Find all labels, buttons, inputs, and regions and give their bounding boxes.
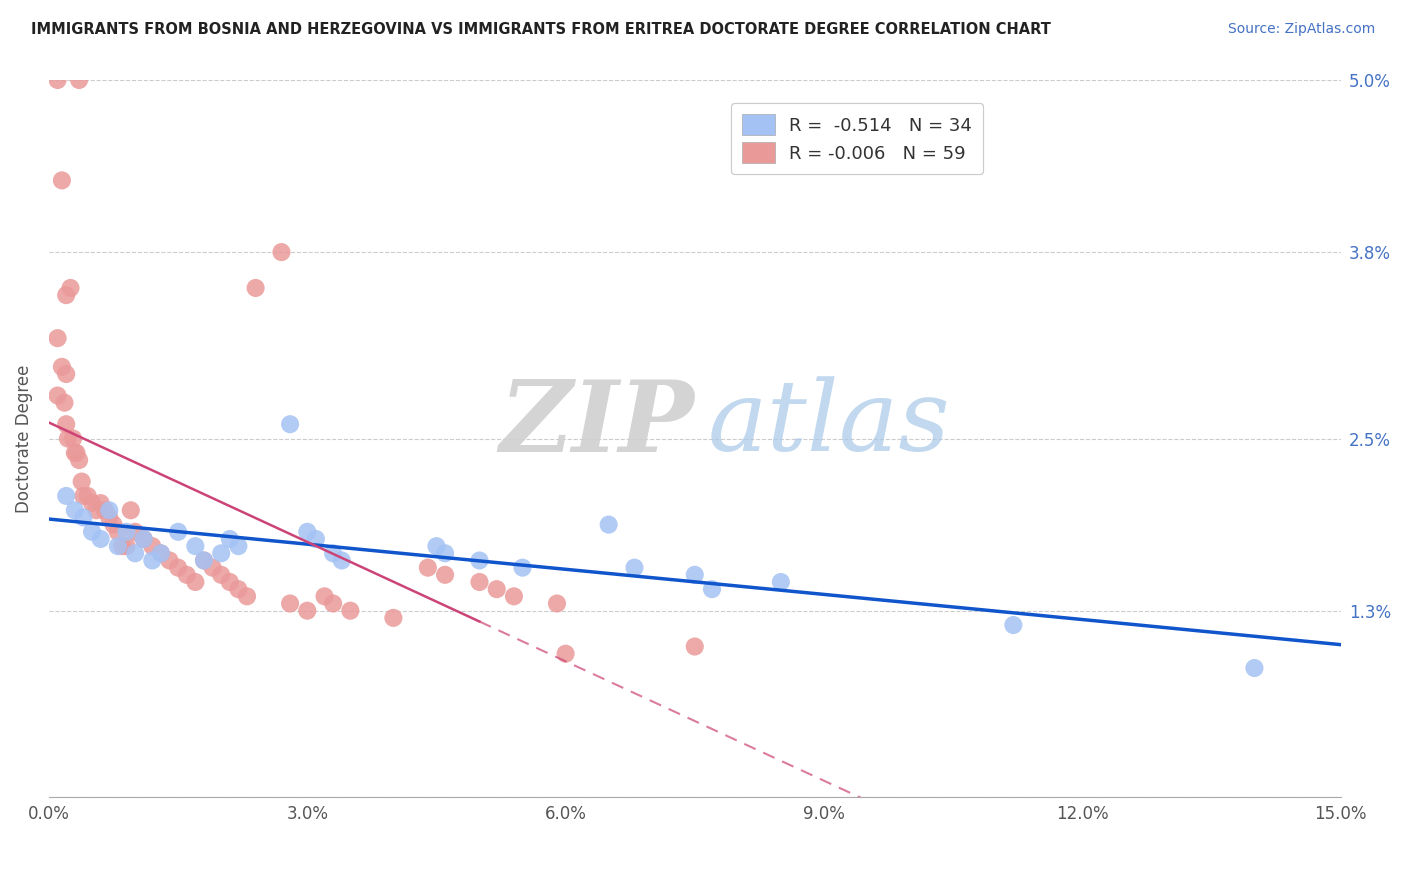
Point: [228, 582, 250, 597]
Point: [72, 510, 94, 524]
Point: [98, 503, 121, 517]
Point: [115, 524, 138, 539]
Point: [683, 567, 706, 582]
Point: [107, 539, 129, 553]
Point: [228, 539, 250, 553]
Point: [111, 539, 134, 553]
Point: [56, 432, 79, 446]
Point: [80, 524, 103, 539]
Point: [149, 546, 172, 560]
Point: [141, 539, 163, 553]
Point: [278, 417, 301, 432]
Point: [434, 546, 457, 560]
Point: [62, 432, 84, 446]
Point: [193, 553, 215, 567]
Point: [70, 475, 93, 489]
Point: [55, 288, 77, 302]
Point: [65, 446, 87, 460]
Point: [546, 597, 568, 611]
Point: [59, 281, 82, 295]
Point: [67, 453, 90, 467]
Point: [51, 173, 73, 187]
Point: [218, 532, 240, 546]
Point: [184, 574, 207, 589]
Point: [1243, 661, 1265, 675]
Point: [236, 590, 259, 604]
Point: [141, 553, 163, 567]
Point: [90, 532, 112, 546]
Point: [63, 446, 86, 460]
Point: [90, 496, 112, 510]
Point: [416, 560, 439, 574]
Point: [167, 524, 190, 539]
Point: [167, 560, 190, 574]
Point: [554, 647, 576, 661]
Point: [72, 489, 94, 503]
Point: [382, 611, 405, 625]
Point: [46, 331, 69, 345]
Point: [55, 417, 77, 432]
Point: [1002, 618, 1025, 632]
Point: [46, 73, 69, 87]
Point: [322, 597, 344, 611]
Point: [468, 574, 491, 589]
Point: [297, 604, 319, 618]
Point: [683, 640, 706, 654]
Point: [270, 245, 292, 260]
Point: [132, 532, 155, 546]
Point: [55, 367, 77, 381]
Point: [159, 553, 181, 567]
Point: [115, 539, 138, 553]
Text: IMMIGRANTS FROM BOSNIA AND HERZEGOVINA VS IMMIGRANTS FROM ERITREA DOCTORATE DEGR: IMMIGRANTS FROM BOSNIA AND HERZEGOVINA V…: [31, 22, 1050, 37]
Point: [184, 539, 207, 553]
Point: [209, 546, 232, 560]
Point: [485, 582, 508, 597]
Point: [120, 503, 142, 517]
Point: [322, 546, 344, 560]
Point: [103, 517, 125, 532]
Point: [124, 524, 146, 539]
Point: [425, 539, 447, 553]
Point: [86, 503, 108, 517]
Point: [330, 553, 353, 567]
Point: [209, 567, 232, 582]
Point: [53, 395, 76, 409]
Point: [245, 281, 267, 295]
Point: [201, 560, 224, 574]
Point: [51, 359, 73, 374]
Y-axis label: Doctorate Degree: Doctorate Degree: [15, 364, 32, 513]
Point: [700, 582, 723, 597]
Text: Source: ZipAtlas.com: Source: ZipAtlas.com: [1227, 22, 1375, 37]
Point: [107, 524, 129, 539]
Point: [305, 532, 328, 546]
Point: [55, 489, 77, 503]
Point: [132, 532, 155, 546]
Legend: R =  -0.514   N = 34, R = -0.006   N = 59: R = -0.514 N = 34, R = -0.006 N = 59: [731, 103, 983, 174]
Point: [176, 567, 198, 582]
Point: [769, 574, 792, 589]
Point: [278, 597, 301, 611]
Text: ZIP: ZIP: [499, 376, 695, 473]
Point: [339, 604, 361, 618]
Point: [149, 546, 172, 560]
Point: [297, 524, 319, 539]
Point: [46, 388, 69, 402]
Point: [124, 546, 146, 560]
Point: [503, 590, 526, 604]
Point: [67, 73, 90, 87]
Point: [63, 503, 86, 517]
Point: [193, 553, 215, 567]
Point: [434, 567, 457, 582]
Point: [598, 517, 620, 532]
Point: [218, 574, 240, 589]
Text: atlas: atlas: [707, 376, 950, 472]
Point: [80, 496, 103, 510]
Point: [94, 503, 117, 517]
Point: [76, 489, 98, 503]
Point: [314, 590, 336, 604]
Point: [468, 553, 491, 567]
Point: [623, 560, 645, 574]
Point: [98, 510, 121, 524]
Point: [512, 560, 534, 574]
